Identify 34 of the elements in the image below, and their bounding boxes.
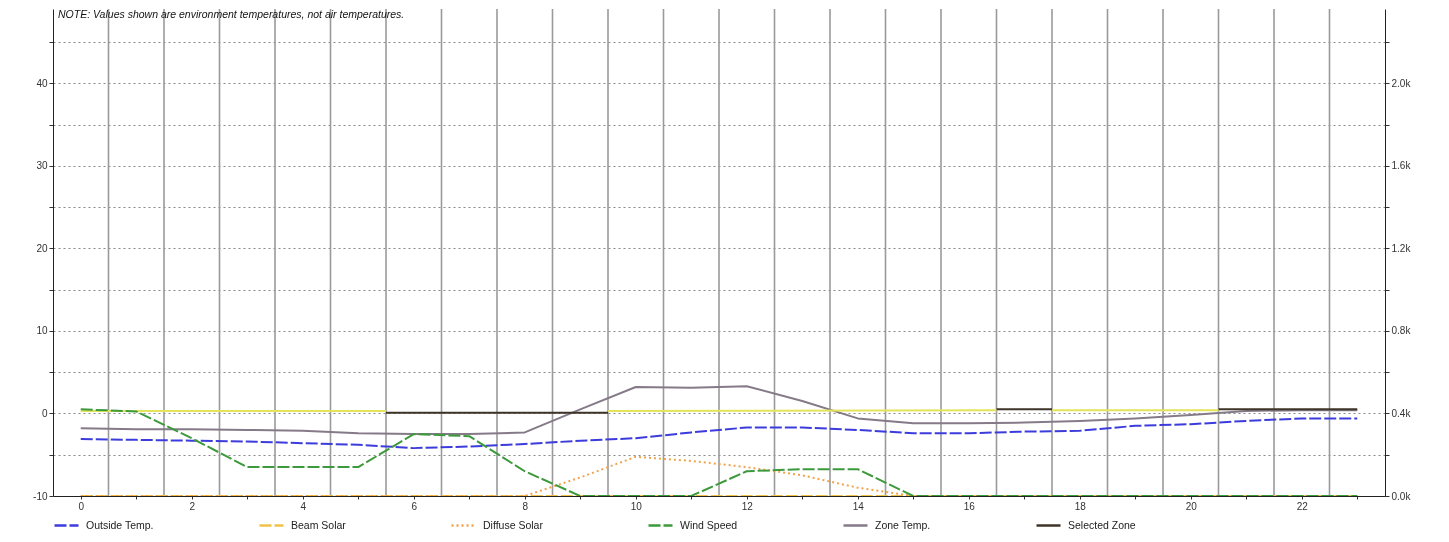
x-tick-label: 12 — [741, 500, 754, 512]
y2-tick-label: 1.2k — [1391, 242, 1412, 254]
x-tick-label: 14 — [852, 500, 865, 512]
y2-tick-label: 0.0k — [1391, 490, 1412, 502]
annotation: NOTE: Values shown are environment temperatures, not air temperatures. — [58, 8, 405, 20]
x-tick-label: 22 — [1296, 500, 1309, 512]
x-tick-label: 6 — [411, 500, 418, 512]
x-tick-label: 16 — [963, 500, 976, 512]
y2-tick-label: 1.6k — [1391, 160, 1412, 172]
x-tick-label: 10 — [630, 500, 643, 512]
legend-label: Diffuse Solar — [483, 518, 544, 531]
legend-label: Wind Speed — [680, 518, 738, 531]
y-tick-label: 20 — [36, 242, 48, 254]
x-tick-label: 4 — [300, 500, 307, 512]
x-tick-label: 8 — [522, 500, 529, 512]
legend-label: Outside Temp. — [86, 518, 154, 531]
y-tick-label: 0 — [41, 407, 48, 419]
line-series — [79, 417, 1359, 450]
legend-label: Beam Solar — [291, 518, 347, 531]
line-series — [79, 408, 1359, 496]
y2-tick-label: 2.0k — [1391, 77, 1412, 89]
y-tick-label: -10 — [33, 490, 48, 502]
x-tick-label: 20 — [1185, 500, 1198, 512]
x-tick-label: 0 — [78, 500, 85, 512]
y-tick-label: 40 — [36, 77, 48, 89]
legend-label: Zone Temp. — [875, 518, 931, 531]
line-series — [79, 385, 1359, 436]
y-tick-label: 30 — [36, 160, 48, 172]
y-tick-label: 10 — [36, 325, 48, 337]
legend-label: Selected Zone — [1068, 518, 1136, 531]
y2-tick-label: 0.4k — [1391, 407, 1412, 419]
x-tick-label: 2 — [189, 500, 196, 512]
x-tick-label: 18 — [1074, 500, 1087, 512]
y2-tick-label: 0.8k — [1391, 325, 1412, 337]
